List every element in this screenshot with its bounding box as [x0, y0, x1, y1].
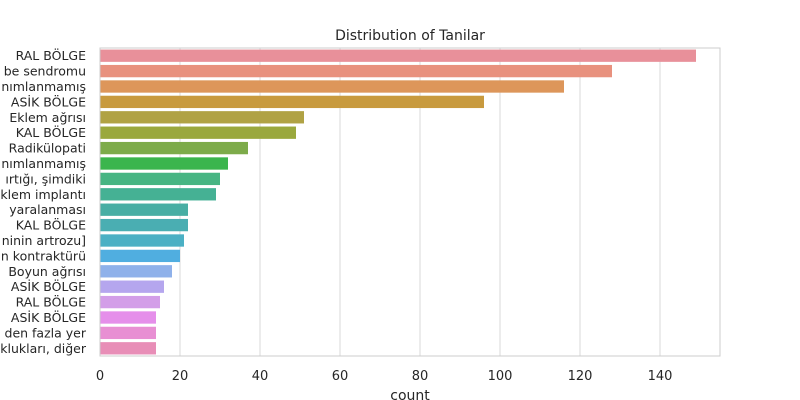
bar — [100, 95, 484, 109]
bar — [100, 49, 696, 62]
x-tick-label: 120 — [568, 369, 593, 384]
bar — [100, 249, 180, 263]
x-tick-label: 40 — [252, 369, 269, 384]
bar — [100, 326, 156, 340]
category-label: ASİK BÖLGE — [11, 278, 86, 294]
bars — [100, 49, 696, 355]
chart-title: Distribution of Tanilar — [335, 28, 485, 44]
category-label: nımlanmamış — [1, 156, 86, 171]
bar — [100, 157, 228, 170]
bar — [100, 188, 216, 201]
category-label: RAL BÖLGE — [16, 47, 87, 63]
bar — [100, 234, 184, 247]
bar — [100, 111, 304, 124]
category-label: ırtığı, şimdiki — [5, 171, 86, 186]
category-label: RAL BÖLGE — [16, 294, 87, 310]
category-label: KAL BÖLGE — [16, 217, 86, 233]
x-tick-label: 60 — [332, 369, 349, 384]
x-axis-label: count — [390, 388, 430, 400]
bar — [100, 265, 172, 278]
bar — [100, 342, 156, 355]
x-tick-label: 140 — [648, 369, 673, 384]
bar — [100, 203, 188, 216]
bar — [100, 280, 164, 293]
bar — [100, 295, 160, 309]
category-label: den fazla yer — [5, 325, 87, 340]
bar — [100, 311, 156, 324]
category-label: be sendromu — [4, 64, 86, 79]
category-label: Eklem ağrısı — [9, 110, 86, 125]
category-label: ASİK BÖLGE — [11, 93, 86, 109]
bar — [100, 141, 248, 155]
x-tick-label: 80 — [412, 369, 429, 384]
x-tick-label: 20 — [172, 369, 189, 384]
category-label: klem implantı — [0, 187, 86, 202]
plot-area — [100, 48, 720, 356]
plot-border — [99, 47, 721, 357]
plot-frame — [99, 47, 721, 357]
category-label: Boyun ağrısı — [8, 264, 86, 279]
bar — [100, 172, 220, 186]
category-label: nımlanmamış — [1, 79, 86, 94]
bar — [100, 80, 564, 93]
category-label: KAL BÖLGE — [16, 124, 86, 140]
bar — [100, 218, 188, 232]
category-label: n kontraktürü — [1, 248, 86, 263]
bar — [100, 126, 296, 139]
category-label: yaralanması — [9, 202, 86, 217]
x-tick-label: 0 — [96, 369, 104, 384]
category-label: Radikülopati — [9, 141, 86, 156]
bar — [100, 64, 612, 78]
x-tick-label: 100 — [488, 369, 513, 384]
category-label: klukları, diğer — [0, 341, 87, 356]
x-tick-labels: 0 20 40 60 80 100 120 140 — [96, 369, 673, 384]
category-label: ninin artrozu] — [2, 233, 86, 248]
category-label: ASİK BÖLGE — [11, 309, 86, 325]
